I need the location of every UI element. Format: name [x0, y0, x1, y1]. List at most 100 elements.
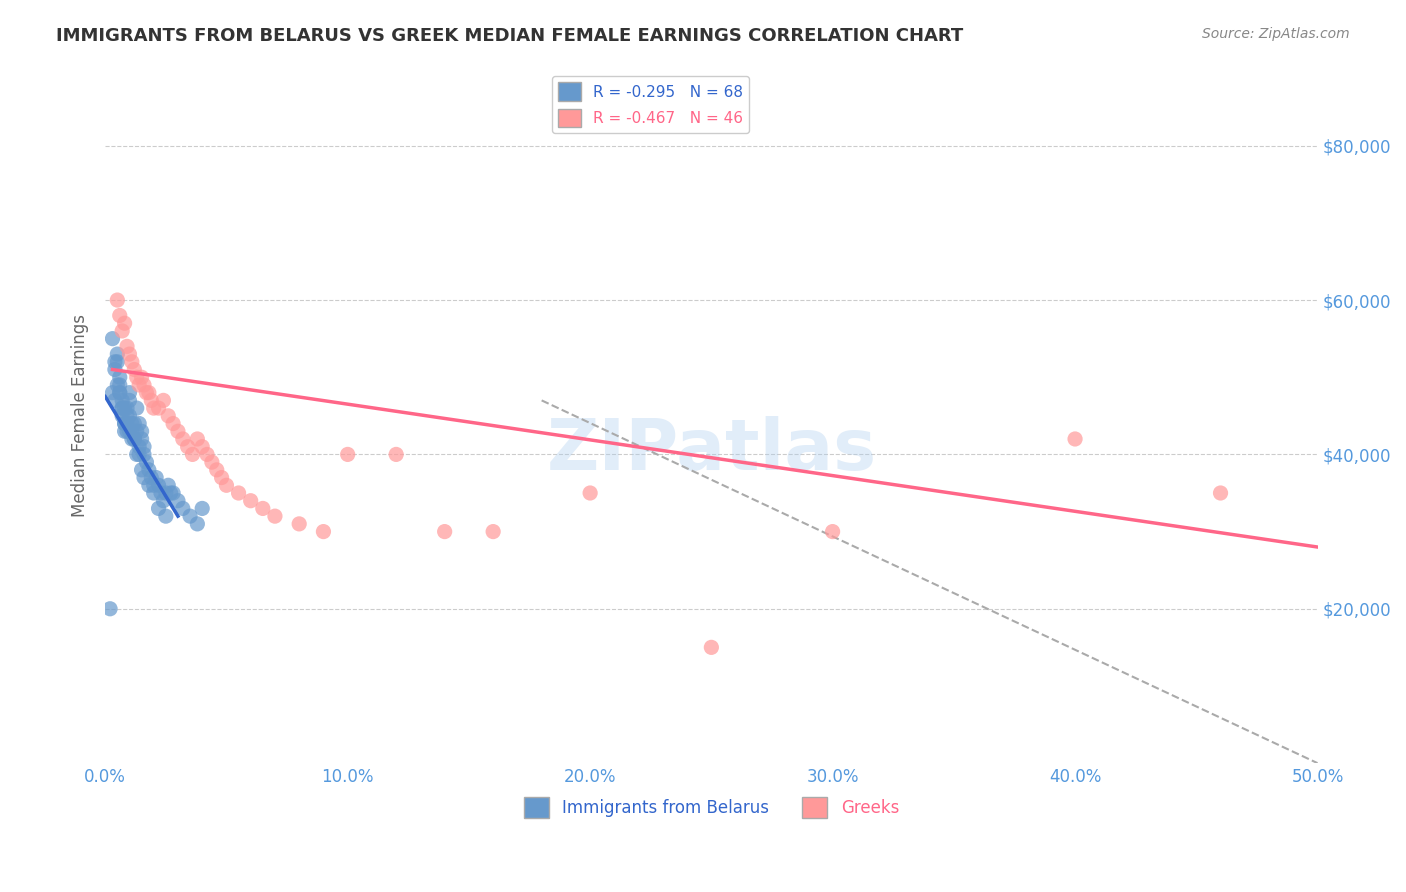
Point — [191, 501, 214, 516]
Point — [157, 478, 180, 492]
Point — [186, 516, 208, 531]
Point — [114, 401, 136, 416]
Text: Source: ZipAtlas.com: Source: ZipAtlas.com — [1202, 27, 1350, 41]
Point — [121, 417, 143, 431]
Point — [157, 409, 180, 423]
Point — [101, 332, 124, 346]
Point — [141, 393, 163, 408]
Point — [138, 385, 160, 400]
Point — [111, 409, 134, 423]
Y-axis label: Median Female Earnings: Median Female Earnings — [72, 314, 89, 517]
Point — [336, 447, 359, 461]
Point — [162, 486, 184, 500]
Point — [118, 424, 141, 438]
Point — [118, 385, 141, 400]
Point — [124, 417, 146, 431]
Point — [132, 440, 155, 454]
Point — [211, 470, 233, 484]
Point — [142, 401, 165, 416]
Point — [108, 378, 131, 392]
Point — [101, 385, 124, 400]
Point — [114, 316, 136, 330]
Point — [131, 432, 153, 446]
Point — [125, 424, 148, 438]
Point — [821, 524, 844, 539]
Point — [98, 601, 121, 615]
Point — [141, 470, 163, 484]
Point — [115, 424, 138, 438]
Point — [312, 524, 335, 539]
Point — [186, 432, 208, 446]
Point — [579, 486, 602, 500]
Point — [104, 393, 127, 408]
Point — [152, 393, 174, 408]
Point — [148, 501, 170, 516]
Point — [201, 455, 224, 469]
Point — [385, 447, 408, 461]
Point — [128, 378, 150, 392]
Point — [167, 424, 190, 438]
Point — [167, 493, 190, 508]
Point — [264, 509, 287, 524]
Point — [105, 293, 128, 307]
Point — [172, 501, 194, 516]
Point — [125, 447, 148, 461]
Point — [118, 393, 141, 408]
Point — [125, 370, 148, 384]
Point — [124, 432, 146, 446]
Point — [115, 409, 138, 423]
Point — [121, 355, 143, 369]
Point — [108, 385, 131, 400]
Point — [108, 370, 131, 384]
Point — [124, 432, 146, 446]
Text: ZIPatlas: ZIPatlas — [547, 416, 876, 485]
Point — [124, 362, 146, 376]
Point — [108, 309, 131, 323]
Point — [105, 355, 128, 369]
Point — [433, 524, 456, 539]
Point — [205, 463, 228, 477]
Point — [239, 493, 262, 508]
Point — [114, 417, 136, 431]
Point — [1064, 432, 1087, 446]
Point — [700, 640, 723, 655]
Point — [155, 486, 177, 500]
Point — [142, 478, 165, 492]
Point — [191, 440, 214, 454]
Point — [159, 486, 181, 500]
Legend: Immigrants from Belarus, Greeks: Immigrants from Belarus, Greeks — [517, 790, 905, 824]
Point — [114, 424, 136, 438]
Point — [118, 347, 141, 361]
Point — [111, 401, 134, 416]
Point — [135, 455, 157, 469]
Point — [104, 362, 127, 376]
Point — [115, 401, 138, 416]
Point — [114, 417, 136, 431]
Point — [115, 339, 138, 353]
Point — [145, 470, 167, 484]
Point — [176, 440, 198, 454]
Point — [228, 486, 250, 500]
Point — [131, 370, 153, 384]
Point — [252, 501, 274, 516]
Point — [111, 401, 134, 416]
Point — [1209, 486, 1232, 500]
Point — [215, 478, 238, 492]
Point — [125, 401, 148, 416]
Point — [288, 516, 311, 531]
Point — [128, 440, 150, 454]
Point — [482, 524, 505, 539]
Point — [138, 478, 160, 492]
Point — [121, 432, 143, 446]
Point — [132, 378, 155, 392]
Point — [181, 447, 204, 461]
Point — [121, 424, 143, 438]
Point — [162, 417, 184, 431]
Point — [138, 463, 160, 477]
Point — [155, 509, 177, 524]
Point — [105, 347, 128, 361]
Point — [118, 409, 141, 423]
Point — [148, 401, 170, 416]
Point — [128, 447, 150, 461]
Point — [111, 324, 134, 338]
